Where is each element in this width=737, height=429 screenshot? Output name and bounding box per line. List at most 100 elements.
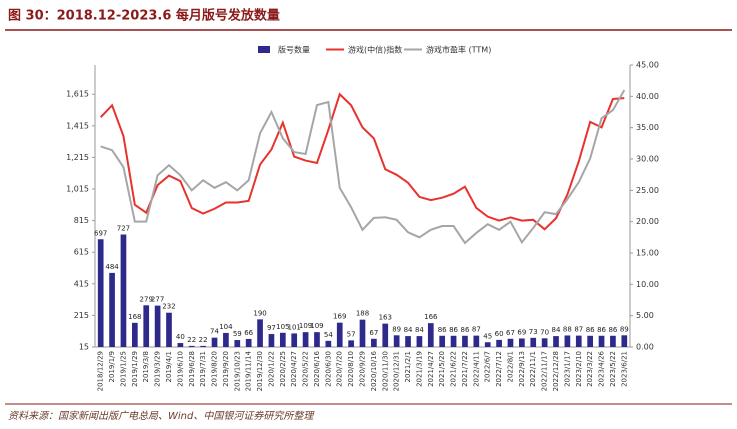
x-tick-label: 2019/1/29 <box>131 351 139 387</box>
y2-tick-label: 30.00 <box>636 155 659 164</box>
bar <box>519 338 525 347</box>
x-tick-label: 2022/8/1 <box>506 351 514 382</box>
bar <box>439 335 446 347</box>
y-tick-label: 1,615 <box>66 90 89 99</box>
y2-tick-label: 40.00 <box>636 92 659 101</box>
y-tick-label: 1,015 <box>66 185 89 194</box>
bar-value-label: 67 <box>369 329 378 337</box>
x-tick-label: 2019/8/20 <box>211 351 219 387</box>
bar <box>223 332 229 347</box>
x-tick-label: 2019/1/9 <box>108 351 116 382</box>
bar-value-label: 109 <box>310 322 323 330</box>
x-tick-label: 2023/6/21 <box>620 351 628 387</box>
bar-value-label: 104 <box>219 323 233 331</box>
bar-value-label: 109 <box>299 322 312 330</box>
y-tick-label: 815 <box>74 216 89 225</box>
x-tick-label: 2020/10/16 <box>370 350 378 391</box>
y2-tick-label: 20.00 <box>636 217 659 226</box>
x-tick-label: 2022/9/13 <box>518 351 526 387</box>
bar-value-label: 188 <box>356 310 369 318</box>
bar-value-label: 86 <box>597 326 606 334</box>
x-tick-label: 2019/3/8 <box>142 351 150 382</box>
legend-label: 版号数量 <box>278 45 310 55</box>
bar <box>371 338 377 347</box>
bar-value-label: 277 <box>151 296 164 304</box>
y2-tick-label: 35.00 <box>636 123 659 132</box>
bar-value-label: 697 <box>94 229 107 237</box>
x-tick-label: 2020/5/22 <box>302 351 310 387</box>
bar-value-label: 484 <box>105 263 119 271</box>
bar <box>268 334 275 347</box>
bar-value-label: 84 <box>415 326 424 334</box>
bar-value-label: 101 <box>288 323 301 331</box>
x-tick-label: 2019/3/29 <box>154 351 162 387</box>
bar <box>473 335 480 347</box>
bar-value-label: 22 <box>199 336 208 344</box>
x-tick-label: 2022/6/7 <box>484 351 492 382</box>
source: 资料来源：国家新闻出版广电总局、Wind、中国银河证券研究所整理 <box>8 410 315 422</box>
bar <box>541 338 548 347</box>
y2-tick-label: 15.00 <box>636 249 659 258</box>
bar <box>120 234 127 347</box>
bar <box>131 322 138 347</box>
bar <box>166 312 172 347</box>
bar-value-label: 59 <box>233 330 242 338</box>
x-tick-label: 2021/3/19 <box>415 351 423 387</box>
bar <box>462 335 468 347</box>
x-tick-label: 2020/7/20 <box>336 351 344 387</box>
x-tick-label: 2022/11/1 <box>529 351 537 387</box>
bar-value-label: 86 <box>608 326 617 334</box>
y-tick-label: 15 <box>79 343 89 352</box>
x-tick-label: 2019/10/23 <box>233 351 241 391</box>
bar <box>587 335 594 347</box>
x-tick-label: 2019/1/25 <box>119 351 127 387</box>
y2-tick-label: 5.00 <box>636 311 654 320</box>
x-tick-label: 2021/2/1 <box>404 351 412 382</box>
bar <box>188 345 195 347</box>
bar <box>530 337 537 347</box>
legend-swatch <box>258 46 270 53</box>
x-tick-label: 2023/3/22 <box>586 351 594 387</box>
bar-value-label: 166 <box>424 313 438 321</box>
legend-label: 游戏(中信)指数 <box>348 45 402 55</box>
bar-value-label: 40 <box>176 333 185 341</box>
bar <box>200 345 206 347</box>
bar <box>450 335 457 347</box>
y-tick-label: 215 <box>74 311 89 320</box>
bar <box>143 305 150 347</box>
bar <box>359 319 366 347</box>
x-tick-label: 2019/7/31 <box>199 351 207 387</box>
x-tick-label: 2019/11/14 <box>245 350 253 391</box>
bar-value-label: 84 <box>552 326 561 334</box>
bar <box>575 335 582 347</box>
x-tick-label: 2020/12/31 <box>393 351 401 391</box>
bar-value-label: 89 <box>620 325 629 333</box>
y-tick-label: 1,415 <box>66 121 89 130</box>
bar <box>234 340 241 347</box>
x-tick-label: 2020/1/22 <box>267 351 275 387</box>
bar <box>97 239 104 347</box>
bar-value-label: 54 <box>324 331 333 339</box>
y2-tick-label: 10.00 <box>636 280 659 289</box>
bar <box>484 342 491 347</box>
x-tick-label: 2023/4/26 <box>598 350 606 386</box>
bar <box>564 335 571 347</box>
chart-title: 图 30：2018.12-2023.6 每月版号发放数量 <box>8 8 280 24</box>
bar-value-label: 89 <box>392 325 401 333</box>
bar-value-label: 163 <box>379 314 392 322</box>
x-tick-label: 2019/6/28 <box>188 351 196 387</box>
x-tick-label: 2019/4/1 <box>165 351 173 382</box>
bar <box>382 323 389 347</box>
x-tick-label: 2020/6/16 <box>313 350 321 386</box>
x-tick-label: 2022/12/28 <box>552 351 560 391</box>
bar <box>325 340 332 347</box>
bar-value-label: 74 <box>210 328 219 336</box>
x-tick-label: 2021/4/27 <box>427 351 435 387</box>
bar-value-label: 86 <box>586 326 595 334</box>
x-tick-label: 2023/5/22 <box>609 351 617 387</box>
x-tick-label: 2021/6/22 <box>450 351 458 387</box>
x-tick-label: 2020/4/27 <box>290 351 298 387</box>
x-tick-label: 2021/7/22 <box>461 351 469 387</box>
y-tick-label: 615 <box>74 248 89 257</box>
